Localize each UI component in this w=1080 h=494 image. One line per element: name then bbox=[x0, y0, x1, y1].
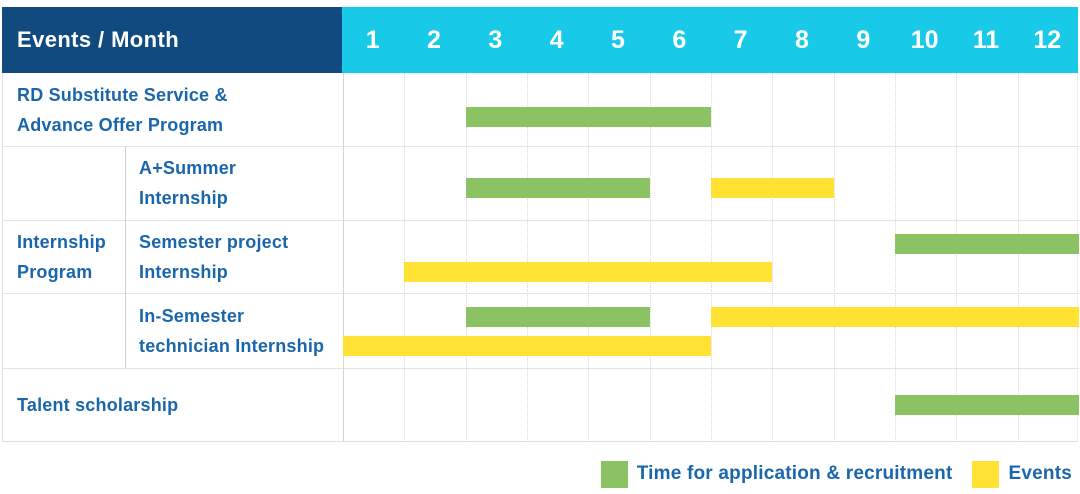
month-label: 5 bbox=[611, 25, 625, 54]
group-label-line: Internship bbox=[17, 232, 107, 252]
gantt-bar-application bbox=[895, 395, 1079, 415]
row-label-talent-scholarship: Talent scholarship bbox=[3, 368, 342, 442]
chart-legend: Time for application & recruitment Event… bbox=[0, 458, 1078, 490]
legend-label: Events bbox=[1008, 463, 1072, 484]
label-grid-divider bbox=[343, 73, 344, 442]
month-label: 9 bbox=[856, 25, 871, 54]
row-label-line: Internship bbox=[139, 188, 229, 208]
group-label-divider bbox=[125, 146, 126, 368]
month-gridline bbox=[895, 73, 896, 442]
row-label-line: Internship bbox=[139, 261, 229, 282]
legend-label: Time for application & recruitment bbox=[636, 463, 953, 484]
row-label-line: Advance Offer Program bbox=[17, 114, 224, 135]
row-label-rd-substitute: RD Substitute Service & Advance Offer Pr… bbox=[3, 73, 342, 146]
row-label-semester-project: Semester project Internship bbox=[126, 220, 342, 293]
row-label-a-summer: A+Summer Internship bbox=[126, 146, 342, 220]
month-label: 2 bbox=[427, 25, 441, 54]
group-label-line: Program bbox=[17, 262, 93, 282]
month-gridline bbox=[649, 73, 651, 442]
month-header-row: 1 2 3 4 5 6 7 8 9 10 11 12 bbox=[342, 7, 1078, 73]
month-label: 1 bbox=[365, 25, 380, 54]
month-gridline bbox=[833, 73, 835, 442]
month-label: 6 bbox=[672, 25, 687, 54]
month-gridline bbox=[404, 73, 406, 442]
month-gridline bbox=[465, 73, 467, 442]
gantt-grid: RD Substitute Service & Advance Offer Pr… bbox=[2, 73, 1079, 442]
gantt-bar-application bbox=[465, 307, 650, 327]
month-label: 4 bbox=[549, 25, 564, 54]
row-divider bbox=[3, 220, 1079, 221]
table-header-row: Events / Month 1 2 3 4 5 6 7 8 9 10 11 12 bbox=[2, 7, 1078, 73]
month-gridline bbox=[588, 73, 590, 442]
month-label: 7 bbox=[733, 25, 748, 54]
row-divider bbox=[3, 146, 1079, 147]
row-label-line: RD Substitute Service & bbox=[17, 84, 228, 105]
month-gridline bbox=[772, 73, 774, 442]
row-label-line: Talent scholarship bbox=[17, 395, 179, 415]
gantt-bar-event bbox=[711, 307, 1079, 327]
row-label-in-semester: In-Semester technician Internship bbox=[126, 293, 342, 368]
row-label-line: Semester project bbox=[139, 231, 289, 252]
application-color-swatch bbox=[600, 460, 628, 488]
events-color-swatch bbox=[972, 460, 1000, 488]
row-label-line: In-Semester bbox=[139, 305, 245, 326]
month-label: 8 bbox=[795, 25, 809, 54]
row-label-line: A+Summer bbox=[139, 158, 237, 178]
month-gridline bbox=[1017, 73, 1019, 442]
schedule-table: Events / Month 1 2 3 4 5 6 7 8 9 10 11 12 RD Substi… bbox=[2, 7, 1079, 442]
events-month-header: Events / Month bbox=[2, 7, 342, 73]
gantt-bar-application bbox=[465, 178, 650, 198]
month-gridline bbox=[527, 73, 528, 442]
month-label: 10 bbox=[910, 25, 939, 54]
month-label: 3 bbox=[488, 25, 503, 54]
gantt-bar-application bbox=[895, 234, 1079, 254]
legend-item-events: Events bbox=[972, 460, 1072, 488]
gantt-bar-application bbox=[465, 107, 711, 127]
month-label: 11 bbox=[972, 25, 1000, 54]
month-gridline bbox=[711, 73, 712, 442]
gantt-bar-event bbox=[343, 336, 711, 356]
group-label-internship-program: Internship Program bbox=[3, 146, 125, 368]
row-divider bbox=[3, 293, 1079, 294]
row-label-line: technician Internship bbox=[139, 335, 325, 356]
month-gridline bbox=[956, 73, 958, 442]
gantt-bar-event bbox=[404, 262, 773, 282]
legend-item-application: Time for application & recruitment bbox=[600, 460, 953, 488]
month-label: 12 bbox=[1033, 25, 1062, 54]
gantt-bar-event bbox=[711, 178, 834, 198]
row-divider bbox=[3, 368, 1079, 369]
